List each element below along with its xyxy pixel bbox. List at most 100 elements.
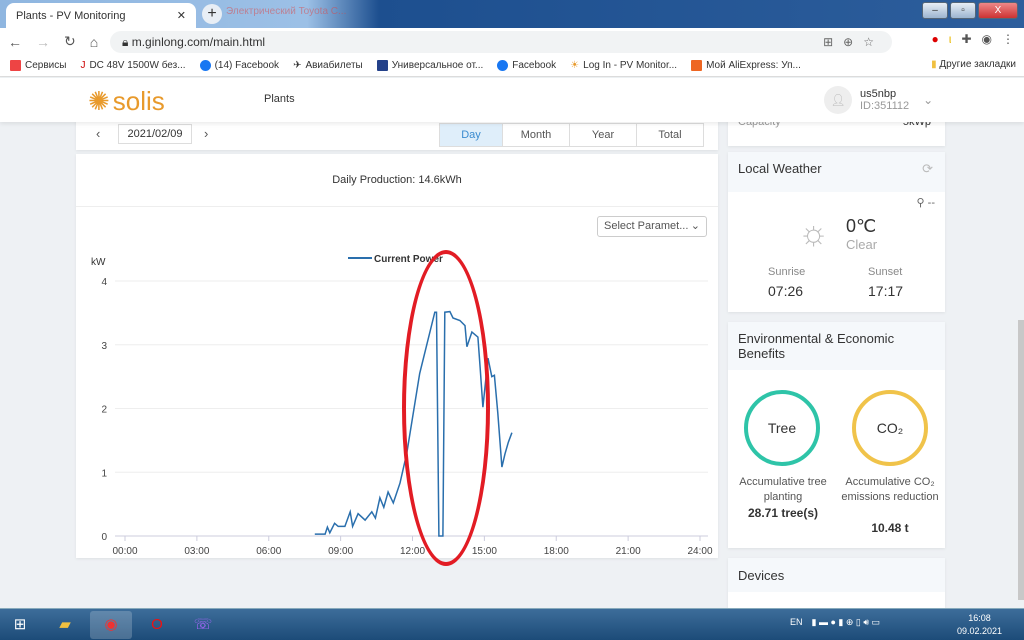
bookmark-services[interactable]: Сервисы <box>10 60 66 71</box>
sunrise-label: Sunrise <box>768 266 806 278</box>
close-tab-icon[interactable]: ✕ <box>176 10 186 22</box>
new-tab-button[interactable]: + <box>202 4 222 24</box>
tab-day[interactable]: Day <box>440 124 502 146</box>
close-window-button[interactable]: X <box>978 2 1018 19</box>
back-icon[interactable]: ← <box>8 33 22 50</box>
bookmark[interactable]: ✈ Авиабилеты <box>293 60 363 71</box>
start-button[interactable]: ⊞ <box>13 616 27 633</box>
aliexpress-icon <box>691 60 703 71</box>
url-text: m.ginlong.com/main.html <box>131 35 266 49</box>
bookmark-label: Мой AliExpress: Уп... <box>706 60 801 71</box>
tab-month[interactable]: Month <box>502 124 569 146</box>
bookmark[interactable]: ☀ Log In - PV Monitor... <box>570 60 677 71</box>
x-tick-label: 12:00 <box>400 546 425 557</box>
user-id: ID:351112 <box>860 100 910 112</box>
home-icon[interactable]: ⌂ <box>89 33 99 50</box>
forward-icon[interactable]: → <box>36 33 50 50</box>
tray-icons[interactable]: ▮ ▬ ● ▮ ⊕ ▯ 🔊︎ ▭ <box>811 617 881 627</box>
bookmark-label: Log In - PV Monitor... <box>583 60 678 71</box>
sunset-label: Sunset <box>868 266 903 278</box>
tree-description: Accumulative tree planting <box>739 476 827 503</box>
browser-tab-dragging[interactable]: Электрический Toyota C... <box>226 6 347 17</box>
maximize-button[interactable]: ▫ <box>950 2 976 19</box>
chrome-taskbar-icon[interactable]: ◉ <box>90 611 132 639</box>
app-header: ✺ solis Plants 👤︎ us5nbp ID:351112 ⌄ <box>0 78 1024 122</box>
extension-icon[interactable]: ι <box>948 32 952 46</box>
reload-icon[interactable]: ↻ <box>64 33 76 49</box>
explorer-taskbar-icon[interactable]: ▰ <box>59 616 71 633</box>
omnibox-actions-icon[interactable]: ⊞⊕☆ <box>823 35 884 49</box>
x-tick-label: 06:00 <box>256 546 281 557</box>
chevron-down-icon: ⌄ <box>690 220 700 232</box>
tree-circle: Tree <box>744 390 820 466</box>
refresh-icon[interactable]: ⟳ <box>922 161 933 176</box>
y-tick-label: 1 <box>101 468 107 479</box>
extensions-puzzle-icon[interactable]: ✚ <box>961 32 972 46</box>
prev-date-button[interactable]: ‹ <box>96 126 101 141</box>
x-tick-label: 24:00 <box>687 546 712 557</box>
bookmark[interactable]: J DC 48V 1500W без... <box>80 60 185 71</box>
bookmark-label: DC 48V 1500W без... <box>89 60 186 71</box>
opera-taskbar-icon[interactable]: O <box>151 616 163 633</box>
lock-icon: 🔒︎ <box>122 35 132 49</box>
x-tick-label: 21:00 <box>616 546 641 557</box>
bookmark-label: Другие закладки <box>939 59 1016 70</box>
location[interactable]: ⚲ -- <box>917 196 935 209</box>
tab-total[interactable]: Total <box>636 124 703 146</box>
tab-title: Plants - PV Monitoring <box>16 9 126 22</box>
legend-label[interactable]: Current Power <box>374 254 443 265</box>
profile-avatar[interactable]: ◉ <box>981 32 992 46</box>
temperature: 0℃ <box>846 216 877 236</box>
language-indicator[interactable]: EN <box>790 617 803 627</box>
minimize-button[interactable]: – <box>922 2 948 19</box>
browser-tab-active[interactable]: Plants - PV Monitoring ✕ <box>6 3 196 28</box>
logo-text: solis <box>112 86 165 116</box>
benefits-card: Environmental & Economic Benefits Tree C… <box>728 322 945 548</box>
other-bookmarks[interactable]: ▮ Другие закладки <box>931 59 1016 70</box>
bookmark[interactable]: (14) Facebook <box>199 60 279 71</box>
tab-year[interactable]: Year <box>569 124 636 146</box>
address-bar[interactable]: 🔒︎ m.ginlong.com/main.html ⊞⊕☆ <box>110 31 892 53</box>
co2-description: Accumulative CO₂ emissions reduction <box>841 476 939 503</box>
x-tick-label: 03:00 <box>184 546 209 557</box>
benefits-title: Environmental & Economic Benefits <box>728 322 945 370</box>
power-chart: 0 1 2 3 4 00:00 03:00 06:00 09:00 12:00 15:00 18:00… <box>91 254 713 557</box>
y-tick-label: 2 <box>101 405 107 416</box>
nav-plants[interactable]: Plants <box>264 93 295 105</box>
user-menu[interactable]: 👤︎ us5nbp ID:351112 ⌄ <box>824 86 933 114</box>
menu-icon[interactable]: ⋮ <box>1002 32 1014 46</box>
bookmark[interactable]: Facebook <box>497 60 556 71</box>
windows-taskbar: ⊞ ▰ ◉ O ☏ EN ▮ ▬ ● ▮ ⊕ ▯ 🔊︎ ▭ 16:08 09.02.… <box>0 608 1024 640</box>
devices-title: Devices <box>728 558 945 592</box>
y-axis-label: kW <box>91 257 106 268</box>
sunrise-time: 07:26 <box>768 283 804 299</box>
y-tick-label: 4 <box>101 277 107 288</box>
co2-circle: CO₂ <box>852 390 928 466</box>
page-scrollbar[interactable] <box>1018 320 1024 600</box>
solis-logo[interactable]: ✺ solis <box>88 86 165 117</box>
clock-date: 09.02.2021 <box>956 626 1002 636</box>
bookmark[interactable]: Универсальное от... <box>376 60 483 71</box>
y-tick-label: 3 <box>101 341 107 352</box>
sun-icon: ☼ <box>798 214 830 252</box>
bookmarks-bar: Сервисы J DC 48V 1500W без... (14) Facebo… <box>0 55 1024 77</box>
parameter-select[interactable]: Select Paramet... ⌄ <box>597 216 707 237</box>
weather-card: Local Weather ⟳ ⚲ -- ☼ 0℃ Clear Sunrise 0… <box>728 152 945 312</box>
username: us5nbp <box>860 88 897 100</box>
weather-header: Local Weather ⟳ <box>728 152 945 192</box>
bookmark[interactable]: Мой AliExpress: Уп... <box>691 60 801 71</box>
chevron-down-icon: ⌄ <box>923 93 934 107</box>
calendar-icon <box>376 60 388 71</box>
next-date-button[interactable]: › <box>204 126 209 141</box>
avatar: 👤︎ <box>824 86 852 114</box>
plane-icon: ✈ <box>293 60 302 71</box>
divider <box>76 206 718 207</box>
clock[interactable]: 16:08 09.02.2021 <box>957 612 1002 638</box>
weather-title: Local Weather <box>738 161 822 176</box>
sun-logo-icon: ✺ <box>88 86 110 116</box>
adblock-icon[interactable]: ● <box>931 32 939 46</box>
date-input[interactable]: 2021/02/09 <box>118 124 192 144</box>
co2-value: 10.48 t <box>871 521 909 535</box>
viber-taskbar-icon[interactable]: ☏ <box>193 616 213 633</box>
sunset-time: 17:17 <box>868 283 904 299</box>
